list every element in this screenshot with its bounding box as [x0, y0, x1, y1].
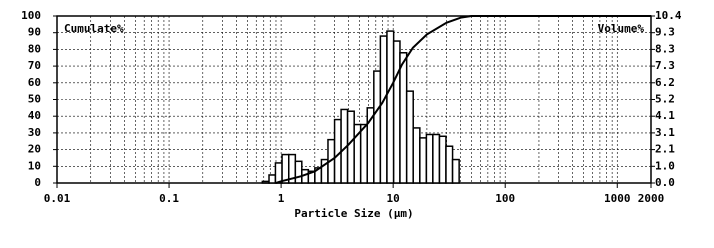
y-tick-label: 10: [28, 159, 41, 172]
histogram-bar: [359, 123, 368, 184]
histogram-bar: [379, 35, 388, 184]
y2-tick-label: 3.1: [655, 126, 675, 139]
x-tick-label: 10: [387, 192, 400, 205]
histogram-bar: [261, 180, 270, 184]
cumulative-line: [275, 15, 651, 184]
histogram-bar: [274, 162, 283, 184]
y-tick-label: 30: [28, 126, 41, 139]
histogram-bar: [425, 133, 434, 184]
histogram-bar: [405, 90, 414, 184]
y-tick-label: 90: [28, 26, 41, 39]
y2-tick-label: 6.2: [655, 76, 675, 89]
y2-tick-label: 1.0: [655, 159, 675, 172]
y2-tick-label: 4.1: [655, 109, 675, 122]
histogram-bar: [392, 40, 401, 184]
y-tick-label: 70: [28, 59, 41, 72]
x-tick-label: 100: [495, 192, 515, 205]
histogram-bar: [432, 133, 441, 184]
y-tick-label: 50: [28, 93, 41, 106]
histogram-bar: [438, 135, 447, 184]
x-tick-label: 2000: [638, 192, 665, 205]
histogram-bar: [346, 110, 355, 184]
y-tick-label: 20: [28, 143, 41, 156]
y2-tick-label: 7.3: [655, 59, 675, 72]
histogram-bar: [386, 30, 395, 184]
x-tick-label: 1: [278, 192, 285, 205]
histogram-bar: [268, 174, 277, 184]
x-axis-label: Particle Size (μm): [294, 207, 413, 220]
y-axis-label: Cumulate%: [64, 22, 124, 35]
histogram-bar: [451, 158, 460, 184]
x-tick-label: 0.01: [44, 192, 71, 205]
histogram-bar: [419, 137, 428, 184]
histogram-bar: [412, 127, 421, 184]
y2-axis-label: Volume%: [598, 22, 645, 35]
histogram-bar: [399, 52, 408, 184]
histogram-bar: [445, 145, 454, 184]
y-tick-label: 0: [34, 176, 41, 189]
y2-tick-label: 10.4: [655, 9, 682, 22]
y-tick-label: 40: [28, 109, 41, 122]
y2-tick-label: 0.0: [655, 176, 675, 189]
histogram-bar: [373, 70, 382, 184]
y2-tick-label: 2.1: [655, 143, 675, 156]
histogram-bar: [294, 160, 303, 184]
y-tick-label: 80: [28, 42, 41, 55]
x-tick-label: 1000: [604, 192, 631, 205]
y-tick-label: 100: [21, 9, 41, 22]
y2-tick-label: 9.3: [655, 26, 675, 39]
y2-tick-label: 5.2: [655, 93, 675, 106]
y2-tick-label: 8.3: [655, 42, 675, 55]
x-tick-label: 0.1: [159, 192, 179, 205]
y-tick-label: 60: [28, 76, 41, 89]
